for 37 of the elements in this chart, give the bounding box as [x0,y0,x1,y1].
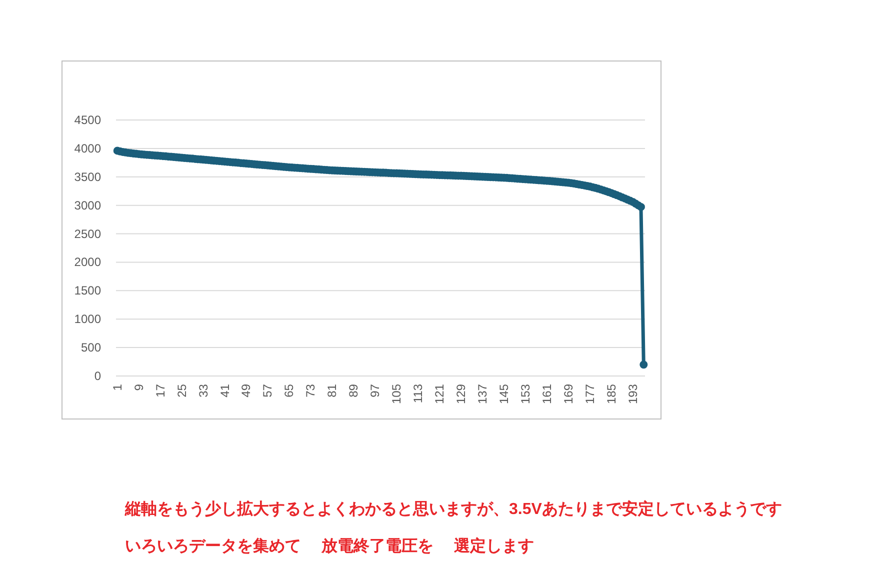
x-tick-label: 185 [604,384,618,404]
x-tick-label: 129 [454,384,468,404]
x-tick-label: 1 [110,384,124,391]
x-tick-label: 33 [196,384,210,398]
x-tick-label: 137 [476,384,490,404]
x-tick-label: 193 [626,384,640,404]
x-tick-label: 73 [304,384,318,398]
y-tick-label: 3000 [74,198,102,212]
x-tick-label: 153 [518,384,533,404]
text: いろいろデータを集めて 放電終了電圧を 選定します [125,537,534,555]
x-tick-label: 121 [432,384,447,404]
x-tick-label: 49 [239,384,254,398]
text: 縦軸をもう少し拡大するとよくわかると思いますが、3.5Vあたりまで安定しているようです [124,499,782,518]
x-tick-label: 81 [325,384,340,398]
y-tick-label: 2000 [74,255,102,270]
x-tick-label: 177 [582,384,597,404]
x-tick-label: 41 [218,384,232,398]
x-tick-label: 9 [132,384,146,391]
y-tick-label: 3500 [74,170,102,184]
x-tick-label: 145 [497,384,512,404]
x-tick-label: 113 [411,384,426,404]
x-tick-label: 65 [282,384,296,398]
x-tick-label: 97 [368,384,382,398]
x-tick-label: 89 [346,384,361,398]
x-tick-label: 17 [153,384,168,398]
x-tick-label: 57 [260,384,275,398]
y-tick-label: 500 [80,340,102,355]
y-tick-label: 2500 [74,226,102,241]
y-tick-label: 0 [94,369,102,383]
x-tick-label: 169 [561,384,576,404]
x-tick-label: 25 [174,384,189,398]
y-tick-label: 1000 [74,312,102,326]
x-tick-label: 161 [540,384,554,404]
x-tick-label: 105 [390,384,404,404]
y-tick-label: 4000 [74,141,102,156]
y-tick-label: 4500 [74,113,102,127]
y-tick-label: 1500 [74,284,102,298]
